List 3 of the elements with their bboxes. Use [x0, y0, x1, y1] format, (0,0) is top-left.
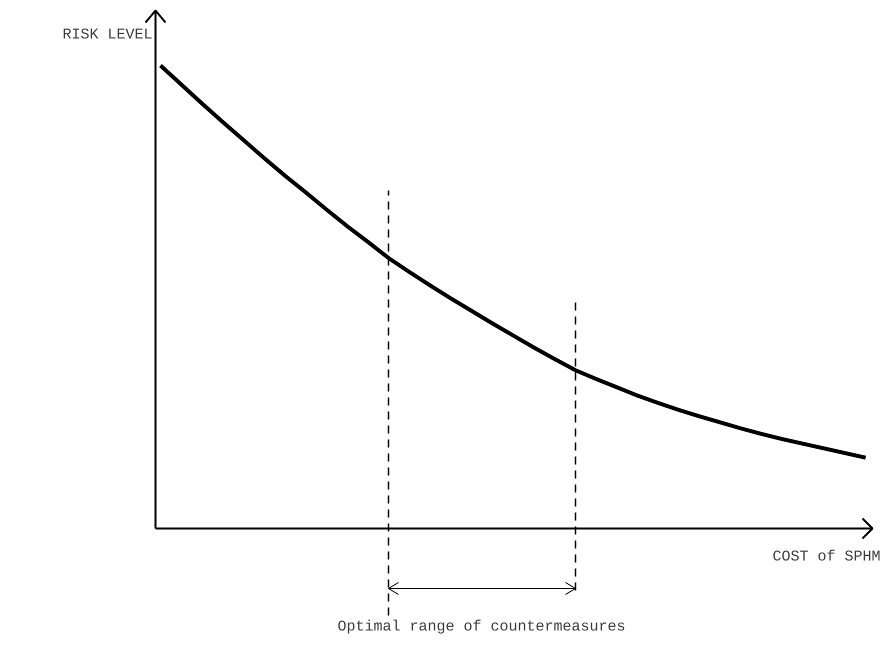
y-axis-title: RISK LEVEL — [62, 26, 152, 44]
x-axis-title: COST of SPHM — [772, 548, 881, 566]
text: Optimal range of countermeasures — [337, 618, 626, 636]
